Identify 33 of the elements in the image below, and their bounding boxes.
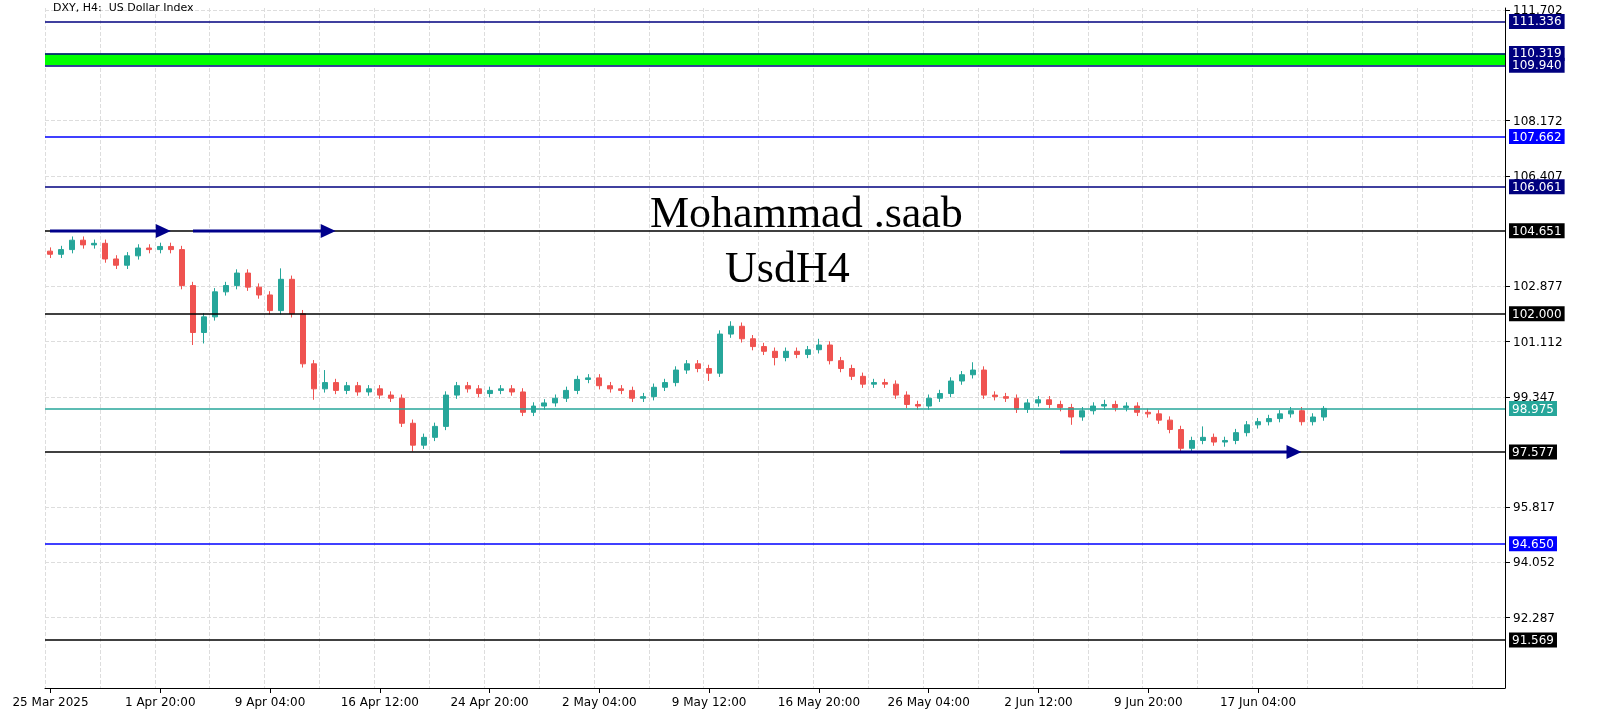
chart-title: DXY, H4: US Dollar Index (53, 1, 195, 14)
y-tick-label: 108.172 (1513, 113, 1563, 128)
x-tick-label: 16 Apr 12:00 (340, 695, 419, 709)
ref-line-label: 110.319 (1512, 46, 1562, 61)
ref-line-label: 111.336 (1512, 14, 1562, 29)
ref-line-label: 104.651 (1512, 223, 1562, 238)
ref-line-label: 106.061 (1512, 179, 1562, 194)
x-tick-label: 9 Jun 20:00 (1113, 695, 1183, 709)
x-tick-label: 9 May 12:00 (671, 695, 747, 709)
x-tick-label: 25 Mar 2025 (12, 695, 89, 709)
ref-line-label: 98.975 (1512, 401, 1554, 416)
ref-line-label: 97.577 (1512, 445, 1554, 460)
annotation: Mohammad .saab (650, 187, 963, 237)
ref-line-label: 102.000 (1512, 306, 1562, 321)
y-tick-label: 99.347 (1513, 389, 1555, 404)
ref-line-label: 91.569 (1512, 633, 1554, 648)
y-tick-label: 101.112 (1513, 334, 1563, 349)
x-tick-label: 9 Apr 04:00 (234, 695, 306, 709)
y-tick-label: 102.877 (1513, 279, 1563, 294)
x-tick-label: 2 Jun 12:00 (1004, 695, 1073, 709)
y-tick-label: 95.817 (1513, 500, 1555, 515)
x-tick-label: 17 Jun 04:00 (1219, 695, 1297, 709)
ref-line-label: 109.940 (1512, 58, 1562, 73)
ref-line-label: 107.662 (1512, 129, 1562, 144)
ref-line-label: 94.650 (1512, 536, 1554, 551)
x-tick-label: 16 May 20:00 (777, 695, 861, 709)
x-tick-label: 24 Apr 20:00 (450, 695, 529, 709)
x-tick-label: 2 May 04:00 (562, 695, 637, 709)
y-tick-label: 94.052 (1513, 555, 1555, 570)
y-tick-label: 92.287 (1513, 610, 1555, 625)
x-tick-label: 26 May 04:00 (887, 695, 970, 709)
x-tick-label: 1 Apr 20:00 (124, 695, 196, 709)
annotation: UsdH4 (725, 242, 850, 292)
